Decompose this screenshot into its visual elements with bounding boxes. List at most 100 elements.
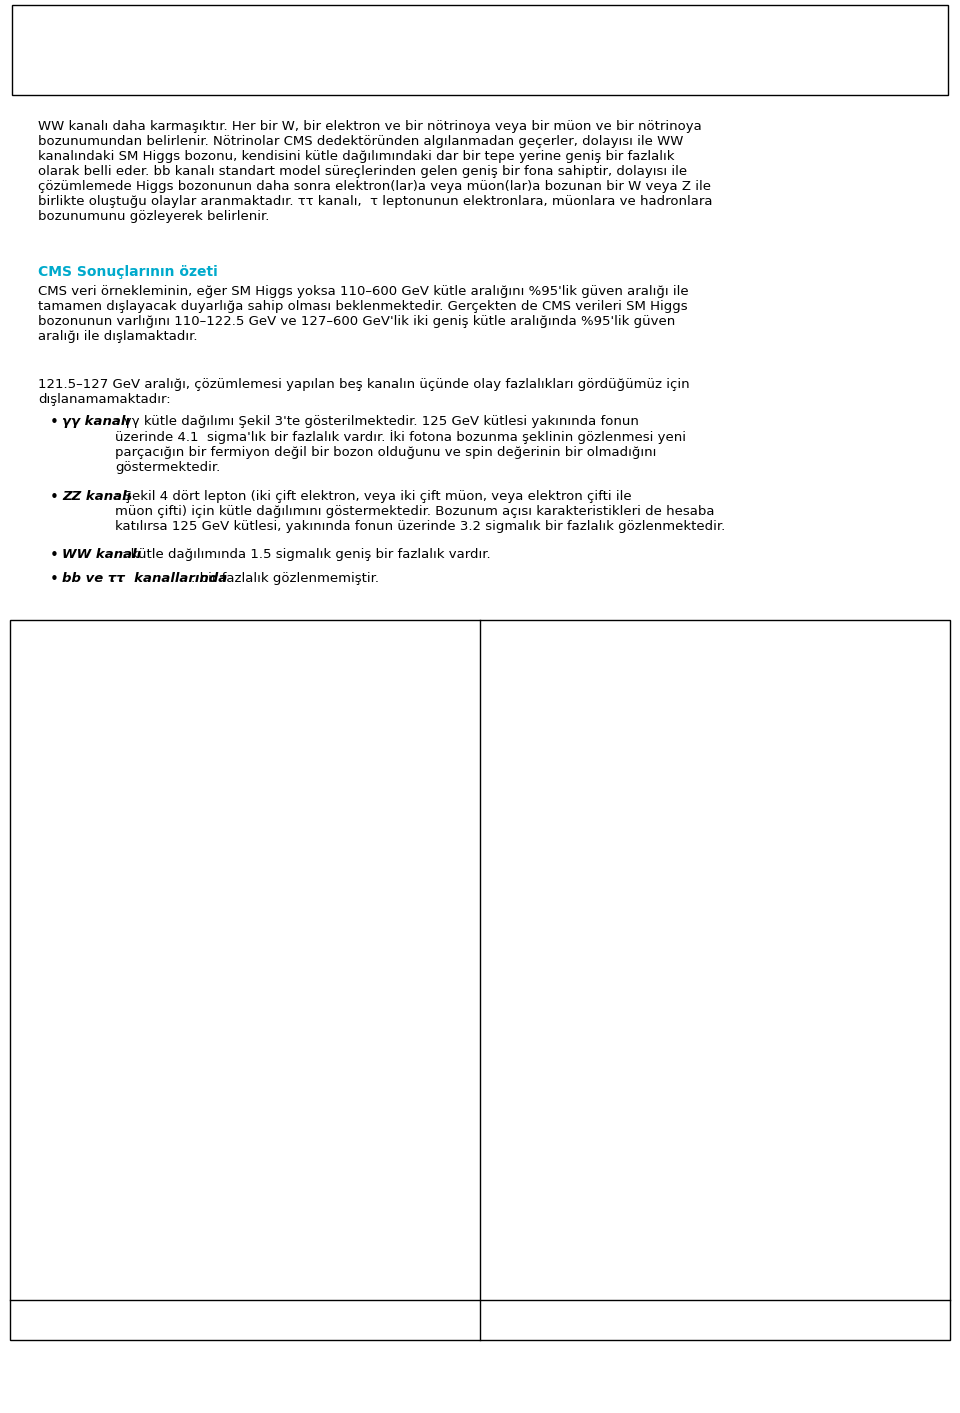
Text: bb ve ττ  kanallarında: bb ve ττ kanallarında (62, 572, 228, 585)
$m_H$=126 GeV (592, 1205, 604, 1222)
$m_H$=126 GeV (517, 1239, 529, 1256)
$m_H$=126 GeV (796, 1238, 807, 1255)
$m_H$=126 GeV (646, 1176, 658, 1193)
S+B Fit (298, 934, 309, 951)
Bar (833, 1249, 845, 1255)
$m_H$=126 GeV (785, 1236, 797, 1253)
Text: ZZ kanalı: ZZ kanalı (62, 490, 132, 503)
Bar (855, 1252, 866, 1255)
Text: : γγ kütle dağılımı Şekil 3'te gösterilmektedir. 125 GeV kütlesi yakınında fonun: : γγ kütle dağılımı Şekil 3'te gösterilm… (115, 415, 686, 475)
Bar (631, 784, 641, 1248)
Bar (598, 1214, 609, 1249)
Text: •: • (50, 490, 59, 504)
Bar (641, 1051, 652, 1249)
Bar (566, 1234, 577, 1251)
Bkg Fit Component (298, 934, 309, 951)
Bar (566, 1251, 577, 1255)
Legend: S/B Weighted Data, S+B Fit, Bkg Fit Component, ±1 σ, ±2 σ: S/B Weighted Data, S+B Fit, Bkg Fit Comp… (322, 675, 446, 755)
Text: CMS veri örnekleminin, eğer SM Higgs yoksa 110–600 GeV kütle aralığını %95'lik g: CMS veri örnekleminin, eğer SM Higgs yok… (38, 285, 689, 343)
$m_H$=126 GeV (806, 1239, 818, 1256)
Bar (791, 1245, 802, 1253)
Bar (619, 1249, 631, 1255)
$m_H$=126 GeV (625, 776, 636, 793)
Text: 121.5–127 GeV aralığı, çözümlemesi yapılan beş kanalın üçünde olay fazlalıkları : 121.5–127 GeV aralığı, çözümlemesi yapıl… (38, 379, 690, 406)
Bar (706, 1235, 716, 1252)
Bar (758, 1241, 769, 1253)
Bar (684, 1252, 694, 1255)
Bar (662, 1215, 673, 1251)
Bar (684, 1229, 694, 1252)
Bar (534, 1252, 544, 1255)
Bar (748, 1253, 758, 1255)
$m_H$=126 GeV (892, 1245, 903, 1262)
Bar (652, 1251, 662, 1255)
Bar (534, 1246, 544, 1252)
Bkg Fit Component (379, 1065, 391, 1082)
Line: S+B Fit: S+B Fit (86, 0, 451, 1139)
$m_H$=126 GeV (732, 1137, 743, 1154)
Bar (823, 1249, 833, 1255)
Bar (780, 1243, 791, 1253)
$m_H$=126 GeV (710, 965, 722, 982)
$m_H$=126 GeV (667, 1217, 679, 1234)
$m_H$=126 GeV (839, 1242, 851, 1259)
Bar (737, 1239, 748, 1253)
Bar (694, 1252, 706, 1255)
$m_H$=126 GeV (721, 1019, 732, 1036)
S+B Fit (437, 1123, 448, 1140)
$m_H$=126 GeV (561, 1225, 572, 1242)
Bkg Fit Component (278, 889, 290, 906)
Text: Şekil 3. 2011 ve 2012 yılı CMS verilerinde iki
fotonun (γγ) kütle dağılımı (hata: Şekil 3. 2011 ve 2012 yılı CMS verilerin… (30, 1310, 337, 1338)
Text: CMS Preliminary: CMS Preliminary (94, 682, 197, 692)
X-axis label: $m_{4l}$ [GeV]: $m_{4l}$ [GeV] (694, 1280, 756, 1296)
$m_H$=126 GeV (700, 1057, 711, 1074)
Bar (555, 1238, 566, 1252)
$m_H$=126 GeV (850, 1243, 861, 1260)
Bkg Fit Component (256, 834, 268, 851)
Text: WW kanalı daha karmaşıktır. Her bir W, bir elektron ve bir nötrinoya veya bir mü: WW kanalı daha karmaşıktır. Her bir W, b… (38, 120, 713, 223)
$m_H$=126 GeV (742, 1197, 754, 1214)
Bar (673, 1225, 684, 1252)
Bar (780, 1253, 791, 1255)
Bar (544, 1252, 555, 1255)
Bar (716, 1253, 727, 1255)
Text: $\sqrt{s}$ = 8 TeV, L = 5.3 fb$^{-1}$: $\sqrt{s}$ = 8 TeV, L = 5.3 fb$^{-1}$ (94, 753, 223, 767)
$m_H$=126 GeV (678, 1215, 689, 1232)
Bar (866, 1252, 876, 1255)
$m_H$=126 GeV (817, 1241, 828, 1258)
S+B Fit (445, 1130, 457, 1147)
Bar (737, 1253, 748, 1255)
Text: : kütle dağılımında 1.5 sigmalık geniş bir fazlalık vardır.: : kütle dağılımında 1.5 sigmalık geniş b… (122, 548, 491, 561)
Text: CMS Preliminary    $\sqrt{s}$ = 7 TeV, L = 5.05 fb$^{-1}$ ; $\sqrt{s}$ = 8 TeV, : CMS Preliminary $\sqrt{s}$ = 7 TeV, L = … (561, 643, 889, 657)
Y-axis label: Weighted Events / (1.67 GeV): Weighted Events / (1.67 GeV) (33, 883, 43, 1047)
$m_H$=126 GeV (902, 1245, 914, 1262)
Bar (588, 1224, 598, 1251)
Bar (588, 1251, 598, 1255)
Text: •: • (50, 415, 59, 430)
Bar (769, 1242, 780, 1253)
Text: CMS Sonuçlarının özeti: CMS Sonuçlarının özeti (38, 266, 218, 278)
Y-axis label: Events / 3 GeV: Events / 3 GeV (481, 921, 493, 1013)
Line: $m_H$=126 GeV: $m_H$=126 GeV (523, 784, 908, 1253)
S+B Fit (256, 832, 268, 849)
$m_H$=126 GeV (571, 1219, 583, 1236)
Line: Bkg Fit Component: Bkg Fit Component (86, 0, 451, 1139)
$m_H$=126 GeV (539, 1235, 550, 1252)
Bar (577, 1251, 588, 1255)
$m_H$=126 GeV (763, 1234, 775, 1251)
Text: $\sqrt{s}$ = 7 TeV, L = 5.1 fb$^{-1}$: $\sqrt{s}$ = 7 TeV, L = 5.1 fb$^{-1}$ (94, 718, 223, 732)
Bar (802, 1246, 812, 1253)
Bar (716, 1236, 727, 1253)
Text: WW kanalı: WW kanalı (62, 548, 141, 561)
Bar (577, 1228, 588, 1251)
Bkg Fit Component (253, 827, 265, 844)
S+B Fit (379, 1065, 391, 1082)
Bar (523, 1253, 534, 1255)
Bar (758, 1253, 769, 1255)
Bar (523, 1248, 534, 1253)
Bar (845, 1251, 855, 1255)
Bar (652, 1184, 662, 1251)
$m_H$=126 GeV (636, 1043, 647, 1060)
Bar (727, 1253, 737, 1255)
Bar (641, 1249, 652, 1255)
